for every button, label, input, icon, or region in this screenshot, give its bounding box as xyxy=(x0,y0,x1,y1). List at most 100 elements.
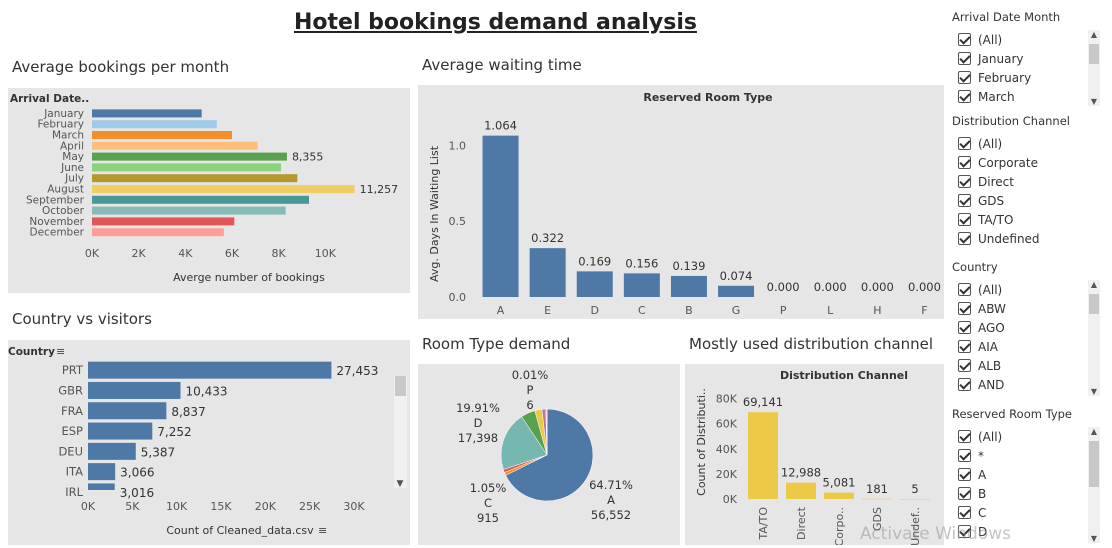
filter-option-label: (All) xyxy=(978,136,1003,151)
filter-option[interactable]: B xyxy=(958,484,986,503)
country-panel: Country ≡ PRT 27,453 GBR 10,433 FRA 8,837 ESP 7,2… xyxy=(8,340,410,545)
checkbox[interactable] xyxy=(958,194,971,207)
bar xyxy=(92,109,202,118)
checkbox[interactable] xyxy=(958,52,971,65)
checkbox[interactable] xyxy=(958,487,971,500)
filter-option[interactable]: Undefined xyxy=(958,229,1040,248)
pie-label: C xyxy=(484,496,492,510)
roomtype-section-title: Room Type demand xyxy=(422,335,571,353)
bar xyxy=(92,195,309,204)
filter-option[interactable]: AGO xyxy=(958,318,1005,337)
filter-option[interactable]: C xyxy=(958,503,986,522)
bar xyxy=(824,492,854,499)
checkbox[interactable] xyxy=(958,430,971,443)
filter-option[interactable]: D xyxy=(958,522,987,541)
channel-section-title: Mostly used distribution channel xyxy=(689,335,934,353)
category-label: October xyxy=(42,205,85,217)
category-label: Corpo.. xyxy=(833,507,846,545)
filter-option[interactable]: Direct xyxy=(958,172,1014,191)
checkbox[interactable] xyxy=(958,340,971,353)
checkbox[interactable] xyxy=(958,378,971,391)
checkbox[interactable] xyxy=(958,321,971,334)
filter-option-label: January xyxy=(978,51,1024,66)
filter-scrollbar[interactable]: ▲ ▼ xyxy=(1088,427,1100,543)
filter-option[interactable]: AIA xyxy=(958,337,998,356)
bar xyxy=(862,498,892,500)
bar xyxy=(92,206,286,215)
filter-option[interactable]: (All) xyxy=(958,30,1002,49)
filter-option-label: A xyxy=(978,467,987,482)
filter-option[interactable]: (All) xyxy=(958,427,1002,446)
data-label: 7,252 xyxy=(157,425,191,439)
filter-option-label: (All) xyxy=(978,282,1003,297)
filter-option[interactable]: January xyxy=(958,49,1024,68)
bar xyxy=(529,248,566,297)
scroll-down-icon[interactable]: ▼ xyxy=(1090,97,1098,106)
filter-option[interactable]: ALB xyxy=(958,356,1001,375)
filter-arrival-month: Arrival Date Month (All) January Februar… xyxy=(948,10,1108,106)
filter-option[interactable]: February xyxy=(958,68,1031,87)
category-label: FRA xyxy=(61,404,83,418)
tick-label: 5K xyxy=(125,500,140,513)
scroll-thumb[interactable] xyxy=(1089,44,1099,64)
filter-option[interactable]: Corporate xyxy=(958,153,1038,172)
tick-label: 8K xyxy=(272,247,287,260)
checkbox[interactable] xyxy=(958,71,971,84)
axis-label: Avg. Days In Waiting List xyxy=(428,145,441,282)
tick-label: 80K xyxy=(716,393,738,406)
category-label: A xyxy=(497,304,505,317)
waiting-chart: Reserved Room Type Avg. Days In Waiting L… xyxy=(428,91,941,317)
scroll-up-icon[interactable]: ▲ xyxy=(1090,427,1098,436)
filter-option-label: ALB xyxy=(978,358,1002,373)
scroll-thumb[interactable] xyxy=(1089,441,1099,487)
checkbox[interactable] xyxy=(958,359,971,372)
filter-option[interactable]: * xyxy=(958,446,984,465)
checkbox[interactable] xyxy=(958,449,971,462)
scroll-down-icon[interactable]: ▼ xyxy=(1090,534,1098,543)
filter-scrollbar[interactable]: ▲ ▼ xyxy=(1088,30,1100,106)
tick-label: 15K xyxy=(210,500,232,513)
tick-label: 60K xyxy=(716,418,738,431)
scroll-thumb[interactable] xyxy=(1089,294,1099,314)
tick-label: 2K xyxy=(132,247,147,260)
filter-option[interactable]: AND xyxy=(958,375,1004,394)
filter-option[interactable]: A xyxy=(958,465,986,484)
checkbox[interactable] xyxy=(958,302,971,315)
pie-label: 64.71% xyxy=(589,478,633,492)
filter-option[interactable]: (All) xyxy=(958,134,1002,153)
checkbox[interactable] xyxy=(958,175,971,188)
category-label: January xyxy=(43,108,84,120)
checkbox[interactable] xyxy=(958,525,971,538)
checkbox[interactable] xyxy=(958,156,971,169)
checkbox[interactable] xyxy=(958,90,971,103)
checkbox[interactable] xyxy=(958,232,971,245)
filter-distribution-channel: Distribution Channel (All) Corporate Dir… xyxy=(948,114,1108,254)
tick-label: 10K xyxy=(166,500,188,513)
scroll-up-icon[interactable]: ▲ xyxy=(1090,30,1098,39)
checkbox[interactable] xyxy=(958,468,971,481)
filter-option[interactable]: (All) xyxy=(958,280,1002,299)
bar xyxy=(92,141,258,150)
checkbox[interactable] xyxy=(958,283,971,296)
filter-option[interactable]: March xyxy=(958,87,1015,106)
category-label: December xyxy=(30,227,85,239)
scroll-down-icon[interactable]: ▼ xyxy=(1090,387,1098,396)
bar xyxy=(576,271,613,297)
filter-option[interactable]: ABW xyxy=(958,299,1006,318)
channel-chart: Distribution Channel Count of Distributi.… xyxy=(695,369,930,546)
filter-scrollbar[interactable]: ▲ ▼ xyxy=(1088,280,1100,396)
checkbox[interactable] xyxy=(958,33,971,46)
filter-option[interactable]: GDS xyxy=(958,191,1004,210)
checkbox[interactable] xyxy=(958,506,971,519)
bar xyxy=(92,120,217,129)
bar xyxy=(900,498,930,500)
filter-option-label: February xyxy=(978,70,1032,85)
bar xyxy=(748,412,778,499)
checkbox[interactable] xyxy=(958,137,971,150)
category-label: E xyxy=(544,304,551,317)
checkbox[interactable] xyxy=(958,213,971,226)
filter-option[interactable]: TA/TO xyxy=(958,210,1013,229)
scroll-up-icon[interactable]: ▲ xyxy=(1090,280,1098,289)
tick-label: 0K xyxy=(723,493,738,506)
